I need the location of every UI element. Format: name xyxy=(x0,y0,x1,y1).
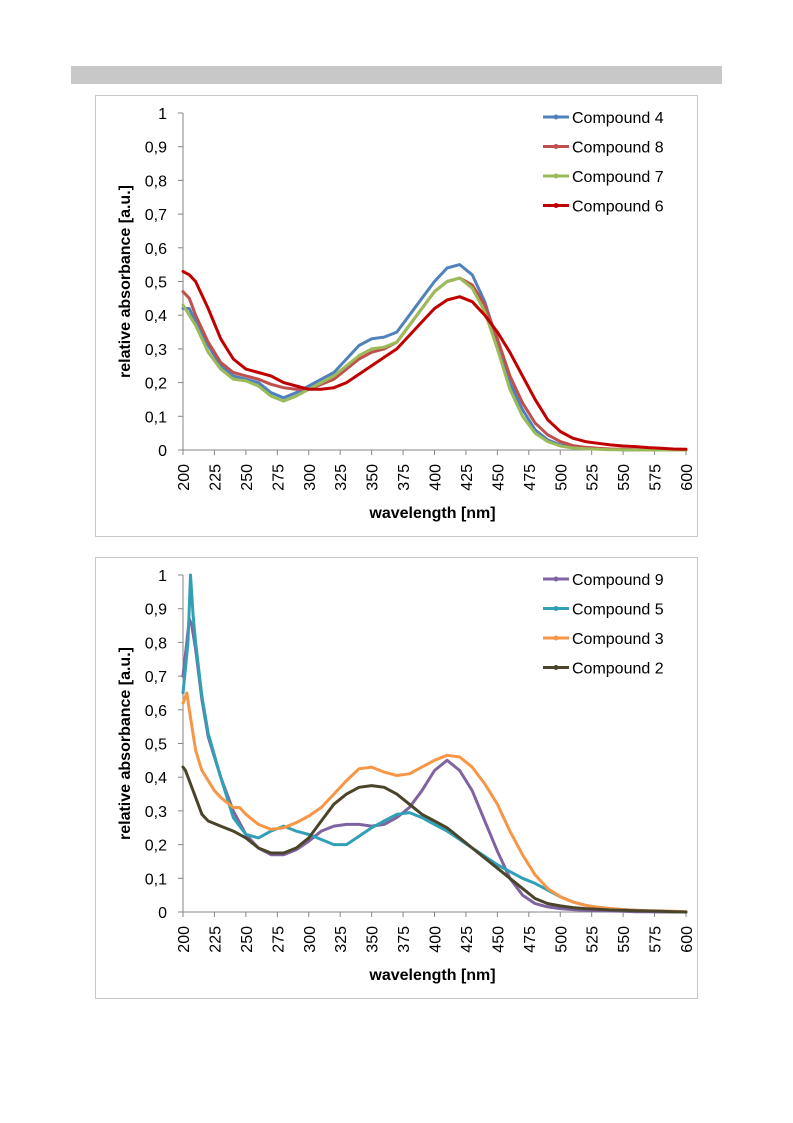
y-tick-label: 0,3 xyxy=(145,804,167,821)
x-tick-label: 600 xyxy=(679,464,696,491)
legend-label: Compound 3 xyxy=(572,631,664,648)
x-tick-label: 450 xyxy=(490,926,507,953)
x-tick-label: 400 xyxy=(428,464,445,491)
x-tick-label: 450 xyxy=(490,464,507,491)
series-line-compound-5 xyxy=(181,573,688,914)
series-line-compound-7 xyxy=(181,276,688,452)
x-tick-label: 500 xyxy=(553,464,570,491)
x-tick-label: 525 xyxy=(585,464,602,491)
legend-label: Compound 9 xyxy=(572,572,664,589)
legend-marker xyxy=(553,144,559,149)
legend-label: Compound 4 xyxy=(572,110,664,127)
x-tick-label: 575 xyxy=(648,464,665,491)
x-tick-label: 200 xyxy=(176,926,193,953)
y-axis-title: relative absorbance [a.u.] xyxy=(117,647,134,840)
legend-label: Compound 2 xyxy=(572,661,664,678)
x-tick-label: 350 xyxy=(365,926,382,953)
x-tick-label: 250 xyxy=(239,464,256,491)
x-tick-label: 550 xyxy=(616,464,633,491)
series-line-compound-3 xyxy=(181,691,688,914)
x-axis-title: wavelength [nm] xyxy=(368,967,495,984)
legend-marker xyxy=(553,635,559,641)
legend-marker xyxy=(553,114,559,120)
legend-marker xyxy=(553,576,559,582)
y-tick-label: 0,4 xyxy=(145,770,167,787)
y-tick-label: 0,5 xyxy=(145,275,167,292)
x-tick-label: 225 xyxy=(207,926,224,953)
y-tick-label: 0,6 xyxy=(145,703,167,720)
x-tick-label: 475 xyxy=(522,926,539,953)
legend-marker xyxy=(553,665,559,670)
y-tick-label: 0,8 xyxy=(145,173,167,190)
x-tick-label: 400 xyxy=(428,926,445,953)
x-tick-label: 300 xyxy=(302,464,319,491)
x-tick-label: 375 xyxy=(396,926,413,953)
y-axis-title: relative absorbance [a.u.] xyxy=(117,185,134,378)
chart-panel-top: 0 0,1 0,2 0,3 0,4 0,5 0,6 0,7 0,8 0,9 1 200 225 250 27… xyxy=(95,95,698,537)
y-tick-label: 1 xyxy=(158,568,167,585)
x-tick-label: 475 xyxy=(522,464,539,491)
x-tick-label: 275 xyxy=(270,464,287,491)
absorbance-chart-bottom: 0 0,1 0,2 0,3 0,4 0,5 0,6 0,7 0,8 0,9 1 200 225 250 27… xyxy=(117,568,696,984)
x-tick-label: 575 xyxy=(648,926,665,953)
x-tick-label: 425 xyxy=(459,926,476,953)
series-line-compound-2 xyxy=(181,765,688,914)
x-tick-label: 225 xyxy=(207,464,224,491)
x-tick-label: 525 xyxy=(585,926,602,953)
legend-label: Compound 6 xyxy=(572,199,664,216)
x-tick-label: 200 xyxy=(176,464,193,491)
y-tick-label: 0,9 xyxy=(145,602,167,619)
legend-label: Compound 8 xyxy=(572,140,664,157)
y-tick-label: 0,8 xyxy=(145,635,167,652)
y-tick-label: 0 xyxy=(158,443,167,460)
y-tick-label: 0,1 xyxy=(145,871,167,888)
y-tick-label: 0,5 xyxy=(145,737,167,754)
x-tick-label: 325 xyxy=(333,926,350,953)
x-tick-label: 375 xyxy=(396,464,413,491)
legend-marker xyxy=(553,606,559,611)
x-tick-label: 350 xyxy=(365,464,382,491)
x-tick-label: 275 xyxy=(270,926,287,953)
y-tick-label: 1 xyxy=(158,106,167,123)
x-tick-label: 550 xyxy=(616,926,633,953)
absorbance-chart-top: 0 0,1 0,2 0,3 0,4 0,5 0,6 0,7 0,8 0,9 1 200 225 250 27… xyxy=(117,106,696,522)
x-tick-label: 500 xyxy=(553,926,570,953)
x-axis-title: wavelength [nm] xyxy=(368,505,495,522)
y-tick-label: 0,2 xyxy=(145,838,167,855)
x-tick-label: 325 xyxy=(333,464,350,491)
series-line-compound-8 xyxy=(181,276,688,452)
chart-panel-bottom: 0 0,1 0,2 0,3 0,4 0,5 0,6 0,7 0,8 0,9 1 200 225 250 27… xyxy=(95,557,698,999)
y-tick-label: 0,6 xyxy=(145,241,167,258)
legend-marker xyxy=(553,203,559,208)
y-tick-label: 0,7 xyxy=(145,669,167,686)
y-tick-label: 0,2 xyxy=(145,376,167,393)
x-tick-label: 425 xyxy=(459,464,476,491)
legend-label: Compound 5 xyxy=(572,602,664,619)
y-tick-label: 0,4 xyxy=(145,308,167,325)
legend-label: Compound 7 xyxy=(572,169,664,186)
y-tick-label: 0,3 xyxy=(145,342,167,359)
y-tick-label: 0,9 xyxy=(145,140,167,157)
x-tick-label: 600 xyxy=(679,926,696,953)
series-line-compound-6 xyxy=(181,269,688,451)
x-tick-label: 250 xyxy=(239,926,256,953)
y-tick-label: 0,7 xyxy=(145,207,167,224)
page-header-bar xyxy=(71,66,722,84)
y-tick-label: 0,1 xyxy=(145,409,167,426)
legend-marker xyxy=(553,173,559,179)
x-tick-label: 300 xyxy=(302,926,319,953)
y-tick-label: 0 xyxy=(158,905,167,922)
